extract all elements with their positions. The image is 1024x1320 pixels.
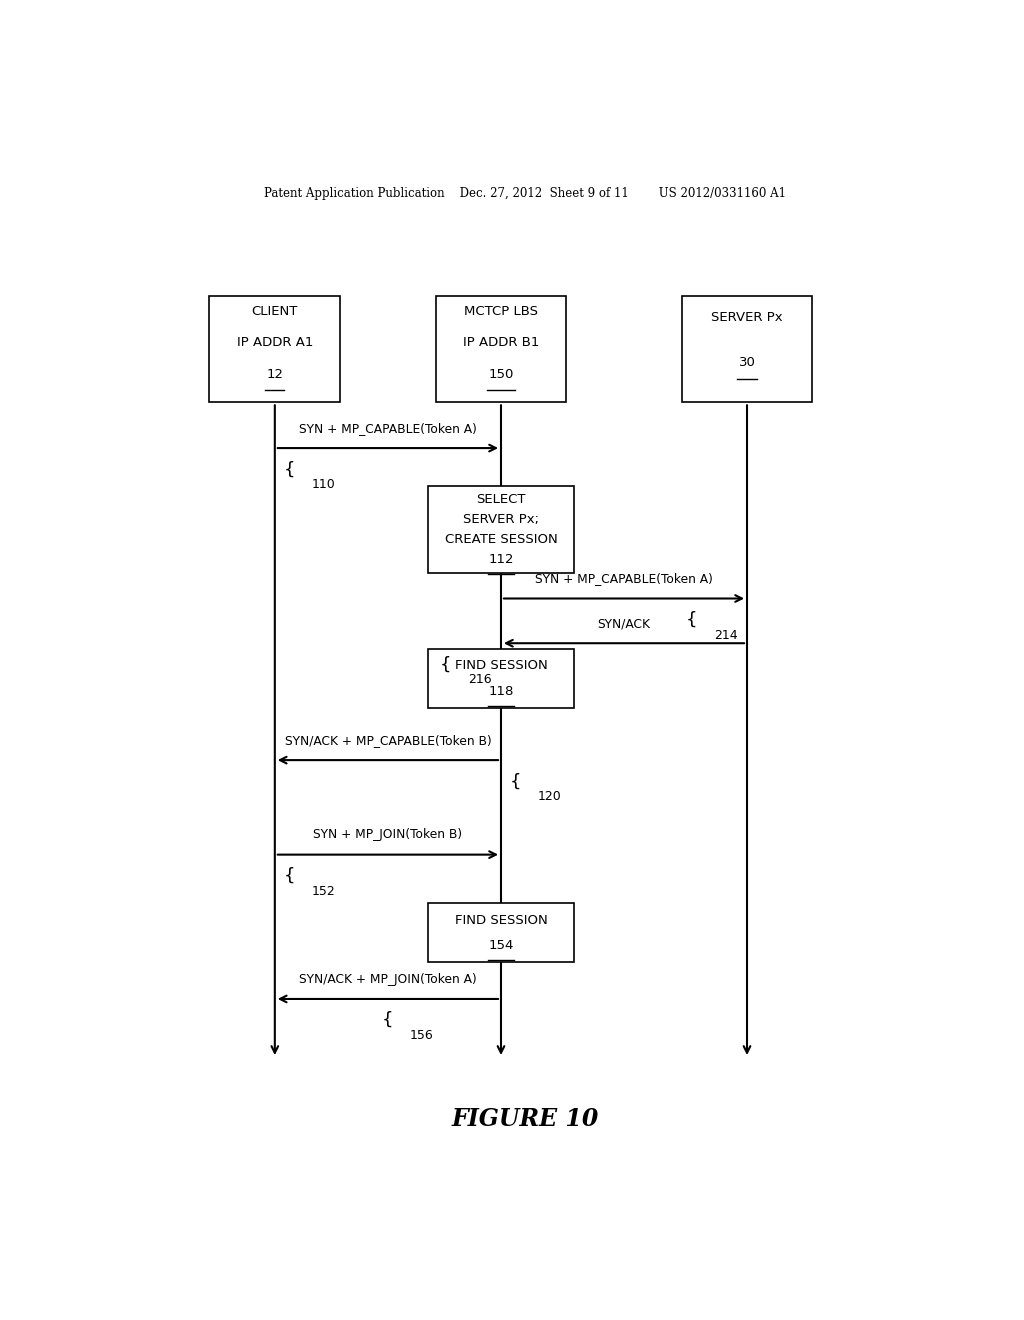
Text: 216: 216 <box>468 673 492 686</box>
Text: SYN + MP_CAPABLE(Token A): SYN + MP_CAPABLE(Token A) <box>299 422 477 434</box>
Text: SYN + MP_JOIN(Token B): SYN + MP_JOIN(Token B) <box>313 829 463 841</box>
Text: 12: 12 <box>266 367 284 380</box>
Text: CREATE SESSION: CREATE SESSION <box>444 533 557 546</box>
Text: CLIENT: CLIENT <box>252 305 298 318</box>
Text: FIGURE 10: FIGURE 10 <box>452 1107 598 1131</box>
Bar <box>209 296 340 403</box>
Text: SYN/ACK + MP_JOIN(Token A): SYN/ACK + MP_JOIN(Token A) <box>299 973 477 986</box>
Text: SELECT: SELECT <box>476 492 525 506</box>
Text: 120: 120 <box>538 791 561 803</box>
Text: SYN + MP_CAPABLE(Token A): SYN + MP_CAPABLE(Token A) <box>536 573 713 585</box>
Bar <box>428 903 574 962</box>
Text: 118: 118 <box>488 685 514 698</box>
Text: Patent Application Publication    Dec. 27, 2012  Sheet 9 of 11        US 2012/03: Patent Application Publication Dec. 27, … <box>264 187 785 201</box>
Text: {: { <box>284 461 295 478</box>
Text: 110: 110 <box>311 478 335 491</box>
Text: {: { <box>686 611 697 628</box>
Text: 112: 112 <box>488 553 514 566</box>
Text: {: { <box>510 772 521 791</box>
Text: SYN/ACK + MP_CAPABLE(Token B): SYN/ACK + MP_CAPABLE(Token B) <box>285 734 492 747</box>
Text: 152: 152 <box>311 884 335 898</box>
Text: SYN/ACK: SYN/ACK <box>597 616 650 630</box>
Text: FIND SESSION: FIND SESSION <box>455 660 548 672</box>
Bar <box>435 296 566 403</box>
Text: FIND SESSION: FIND SESSION <box>455 913 548 927</box>
Text: {: { <box>439 656 452 673</box>
Text: 156: 156 <box>411 1030 434 1041</box>
Bar <box>428 486 574 573</box>
Text: IP ADDR A1: IP ADDR A1 <box>237 337 313 350</box>
Text: SERVER Px;: SERVER Px; <box>463 513 539 525</box>
Text: IP ADDR B1: IP ADDR B1 <box>463 337 540 350</box>
Text: 30: 30 <box>738 356 756 368</box>
Text: 214: 214 <box>714 628 737 642</box>
Text: SERVER Px: SERVER Px <box>712 312 782 325</box>
Bar <box>428 649 574 709</box>
Text: {: { <box>382 1011 393 1030</box>
Text: MCTCP LBS: MCTCP LBS <box>464 305 538 318</box>
Text: 154: 154 <box>488 940 514 952</box>
Text: 150: 150 <box>488 367 514 380</box>
Text: {: { <box>284 867 295 884</box>
Bar <box>682 296 812 403</box>
